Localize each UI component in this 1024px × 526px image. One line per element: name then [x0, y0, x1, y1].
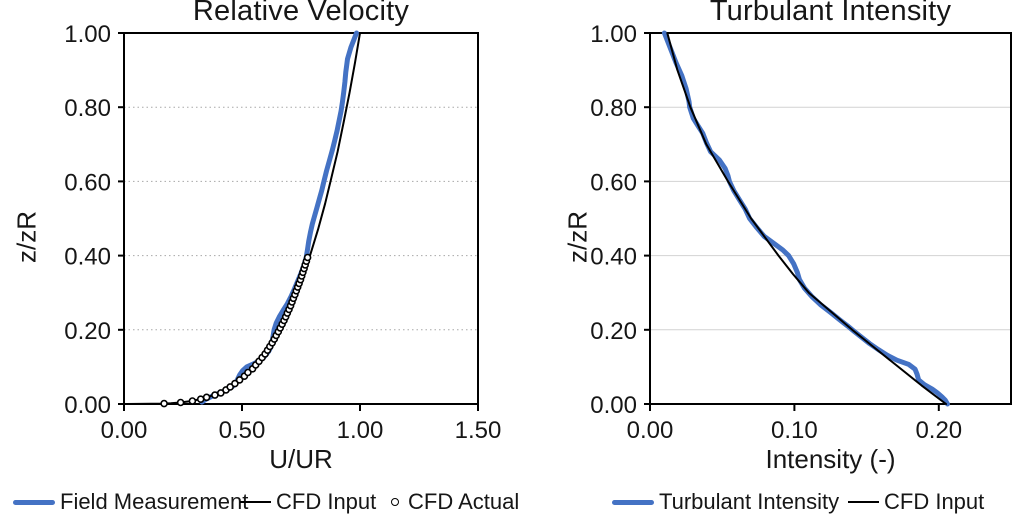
- black-line-swatch-icon: [848, 501, 879, 503]
- legend-label: CFD Actual: [408, 489, 520, 514]
- series-point-cfd-actual: [160, 399, 168, 408]
- legend-item-field-measurement: Field Measurement: [13, 487, 248, 517]
- series-point-cfd-actual: [235, 376, 244, 384]
- y-tick-label: 0.20: [590, 318, 637, 345]
- y-tick-label: 1.00: [590, 21, 637, 48]
- black-line-swatch-icon: [240, 501, 271, 503]
- open-circle-marker-icon: [391, 498, 399, 506]
- legend-label: CFD Input: [276, 489, 377, 514]
- series-point-cfd-actual: [188, 397, 197, 405]
- series-point-cfd-actual: [176, 398, 185, 407]
- series-point-cfd-actual: [303, 253, 312, 262]
- series-point-cfd-actual: [231, 379, 239, 388]
- legend-label: Turbulant Intensity: [659, 489, 840, 514]
- legend-item-cfd-input: CFD Input: [848, 487, 984, 517]
- y-tick-label: 0.60: [64, 169, 111, 196]
- y-tick-label: 0.40: [590, 244, 637, 271]
- series-point-cfd-actual: [196, 395, 205, 404]
- legend: Turbulant Intensity CFD Input: [560, 487, 1024, 517]
- legend-item-cfd-input: CFD Input: [240, 487, 376, 517]
- plot-border: [123, 32, 479, 405]
- x-axis-title: Intensity (-): [765, 444, 896, 474]
- x-tick-label: 0.00: [627, 417, 674, 444]
- legend-item-turbulant-intensity: Turbulant Intensity: [612, 487, 839, 517]
- x-tick-label: 0.00: [101, 417, 148, 444]
- series-point-cfd-actual: [202, 393, 211, 402]
- legend-item-cfd-actual: CFD Actual: [386, 487, 519, 517]
- series-point-cfd-actual: [211, 391, 219, 399]
- x-tick-label: 0.10: [771, 417, 818, 444]
- legend: Field Measurement CFD Input CFD Actual: [0, 487, 560, 517]
- x-tick-label: 0.50: [219, 417, 266, 444]
- blue-line-swatch-icon: [13, 499, 55, 505]
- chart-title: Turbulant Intensity: [709, 0, 952, 27]
- x-tick-label: 1.50: [455, 417, 502, 444]
- y-tick-label: 0.20: [64, 318, 111, 345]
- x-tick-label: 1.00: [337, 417, 384, 444]
- plot-area: 0.00 0.20 0.40 0.60 0.80 1.00 0.00 0.50 1.00 1.50: [64, 21, 502, 444]
- chart-turbulant-intensity: Turbulant Intensity z/zR 0.00 0.20 0.40 0.6…: [560, 0, 1024, 526]
- series-point-cfd-actual: [244, 368, 252, 377]
- y-tick-label: 0.00: [64, 392, 111, 419]
- series-line-turbulant-intensity: [661, 30, 950, 407]
- chart-title: Relative Velocity: [192, 0, 410, 27]
- legend-label: CFD Input: [884, 489, 985, 514]
- y-tick-label: 0.80: [590, 95, 637, 122]
- y-tick-label: 0.60: [590, 169, 637, 196]
- chart-relative-velocity: Relative Velocity z/zR 0.00 0.20 0.40 0.60 0…: [0, 0, 560, 517]
- series-line-cfd-input: [123, 32, 361, 405]
- y-tick-label: 1.00: [64, 21, 111, 48]
- y-tick-label: 0.00: [590, 392, 637, 419]
- legend-label: Field Measurement: [60, 489, 249, 514]
- series-line-cfd-input: [666, 32, 947, 405]
- y-tick-label: 0.80: [64, 95, 111, 122]
- x-tick-label: 0.20: [915, 417, 962, 444]
- series-line-field-measurement: [199, 30, 359, 405]
- x-axis-title: U/UR: [269, 444, 333, 474]
- plot-border: [649, 32, 1012, 405]
- y-tick-label: 0.40: [64, 244, 111, 271]
- blue-line-swatch-icon: [612, 499, 654, 505]
- plot-area: 0.00 0.20 0.40 0.60 0.80 1.00 0.00 0.10 0.20: [590, 21, 1012, 444]
